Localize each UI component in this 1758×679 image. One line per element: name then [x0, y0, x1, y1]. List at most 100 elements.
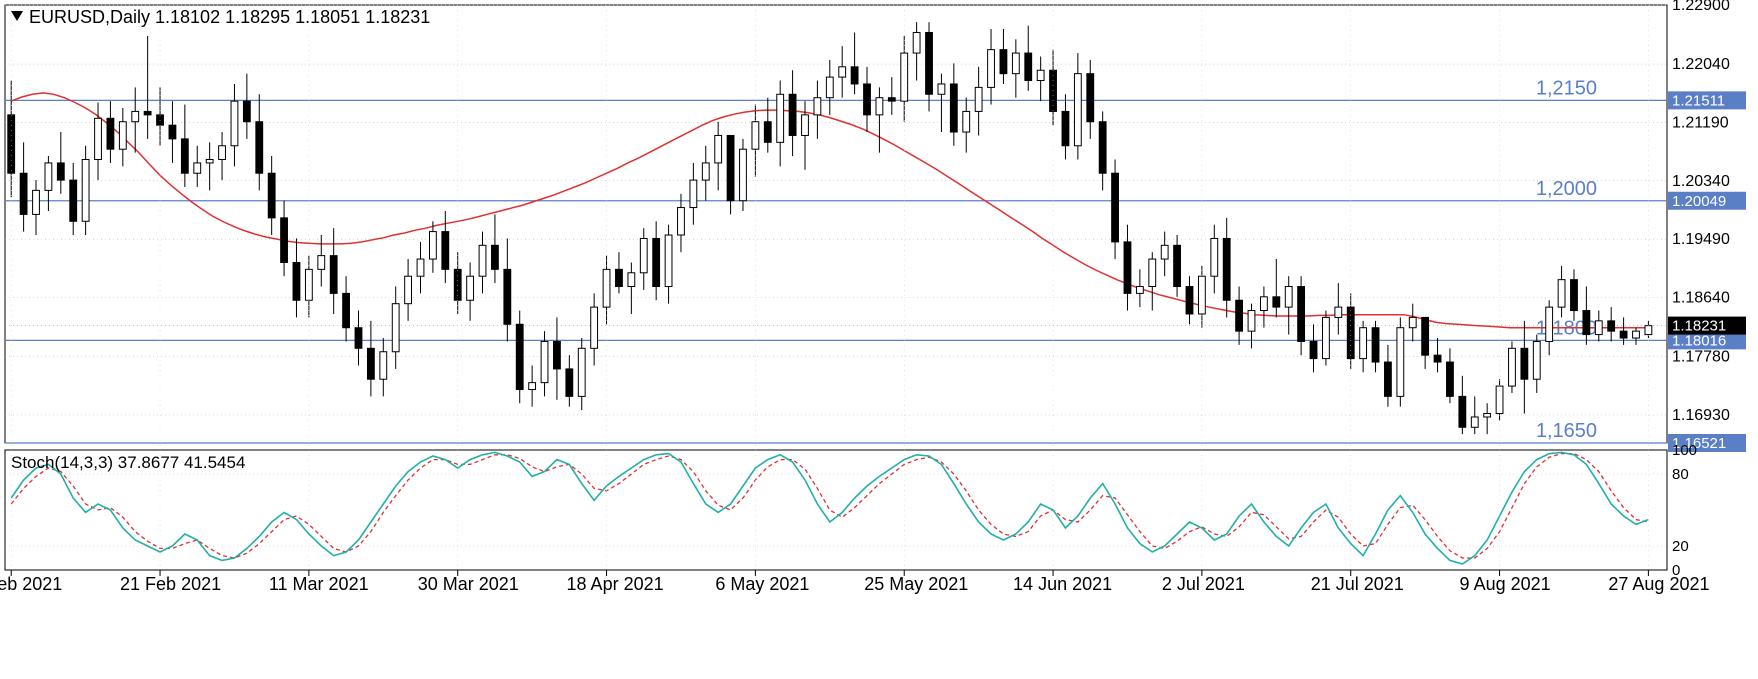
candle[interactable] — [467, 276, 474, 300]
candle[interactable] — [975, 87, 982, 111]
candle[interactable] — [1037, 70, 1044, 80]
candle[interactable] — [926, 32, 933, 94]
dropdown-icon[interactable] — [11, 11, 23, 21]
candle[interactable] — [281, 218, 288, 263]
candle[interactable] — [578, 348, 585, 396]
candle[interactable] — [293, 262, 300, 300]
candle[interactable] — [355, 328, 362, 349]
candle[interactable] — [913, 32, 920, 53]
candle[interactable] — [1471, 417, 1478, 427]
stoch-panel[interactable] — [5, 450, 1667, 570]
candle[interactable] — [963, 111, 970, 132]
candle[interactable] — [1124, 242, 1131, 293]
candle[interactable] — [169, 125, 176, 139]
candle[interactable] — [1385, 362, 1392, 396]
candle[interactable] — [802, 115, 809, 136]
candle[interactable] — [380, 352, 387, 379]
candle[interactable] — [132, 111, 139, 121]
candle[interactable] — [988, 50, 995, 88]
candle[interactable] — [1323, 317, 1330, 358]
candle[interactable] — [888, 98, 895, 101]
candle[interactable] — [1136, 287, 1143, 294]
candle[interactable] — [492, 245, 499, 269]
candle[interactable] — [1223, 238, 1230, 300]
candle[interactable] — [554, 341, 561, 368]
candle[interactable] — [851, 67, 858, 84]
candle[interactable] — [1112, 173, 1119, 242]
candle[interactable] — [318, 256, 325, 270]
candle[interactable] — [479, 245, 486, 276]
candle[interactable] — [405, 276, 412, 303]
candle[interactable] — [529, 383, 536, 390]
candle[interactable] — [1186, 287, 1193, 314]
candle[interactable] — [665, 235, 672, 286]
candle[interactable] — [1409, 317, 1416, 327]
candle[interactable] — [1422, 317, 1429, 355]
candle[interactable] — [950, 84, 957, 132]
candle[interactable] — [95, 118, 102, 159]
candle[interactable] — [20, 173, 27, 214]
candle[interactable] — [690, 180, 697, 207]
candle[interactable] — [653, 238, 660, 286]
candle[interactable] — [1509, 348, 1516, 386]
candle[interactable] — [839, 67, 846, 77]
candle[interactable] — [516, 324, 523, 389]
candle[interactable] — [107, 118, 114, 149]
candle[interactable] — [231, 101, 238, 146]
candle[interactable] — [194, 163, 201, 173]
candle[interactable] — [1558, 280, 1565, 307]
candle[interactable] — [1260, 297, 1267, 311]
candle[interactable] — [702, 163, 709, 180]
candle[interactable] — [1310, 341, 1317, 358]
candle[interactable] — [826, 77, 833, 98]
candle[interactable] — [1484, 414, 1491, 417]
candle[interactable] — [1521, 348, 1528, 379]
candle[interactable] — [256, 122, 263, 173]
candle[interactable] — [541, 341, 548, 382]
candle[interactable] — [727, 135, 734, 200]
candle[interactable] — [243, 101, 250, 122]
candle[interactable] — [1397, 328, 1404, 397]
candle[interactable] — [777, 94, 784, 142]
candle[interactable] — [206, 159, 213, 162]
candle[interactable] — [181, 139, 188, 173]
candle[interactable] — [1099, 122, 1106, 173]
candle[interactable] — [1459, 396, 1466, 427]
candle[interactable] — [1620, 331, 1627, 338]
candle[interactable] — [330, 256, 337, 294]
candle[interactable] — [70, 180, 77, 221]
candle[interactable] — [1285, 287, 1292, 308]
candle[interactable] — [33, 190, 40, 214]
candle[interactable] — [1211, 238, 1218, 276]
candle[interactable] — [1608, 321, 1615, 331]
candle[interactable] — [82, 159, 89, 221]
candle[interactable] — [1447, 362, 1454, 396]
candle[interactable] — [628, 273, 635, 287]
candle[interactable] — [1595, 321, 1602, 335]
candle[interactable] — [1087, 74, 1094, 122]
price-panel[interactable] — [5, 5, 1667, 443]
candle[interactable] — [715, 135, 722, 162]
candle[interactable] — [566, 369, 573, 396]
candle[interactable] — [1533, 341, 1540, 379]
candle[interactable] — [1583, 311, 1590, 335]
candle[interactable] — [814, 98, 821, 115]
candle[interactable] — [343, 293, 350, 327]
candle[interactable] — [1546, 307, 1553, 341]
candle[interactable] — [1571, 280, 1578, 311]
candle[interactable] — [219, 146, 226, 160]
candle[interactable] — [1161, 245, 1168, 259]
candle[interactable] — [429, 232, 436, 259]
candle[interactable] — [1360, 328, 1367, 359]
candle[interactable] — [1298, 287, 1305, 342]
candle[interactable] — [45, 163, 52, 190]
candle[interactable] — [789, 94, 796, 135]
candle[interactable] — [1025, 53, 1032, 80]
candle[interactable] — [144, 111, 151, 114]
candle[interactable] — [57, 163, 64, 180]
candle[interactable] — [1273, 297, 1280, 307]
candle[interactable] — [864, 84, 871, 115]
candle[interactable] — [268, 173, 275, 218]
candle[interactable] — [504, 269, 511, 324]
candle[interactable] — [1000, 50, 1007, 74]
